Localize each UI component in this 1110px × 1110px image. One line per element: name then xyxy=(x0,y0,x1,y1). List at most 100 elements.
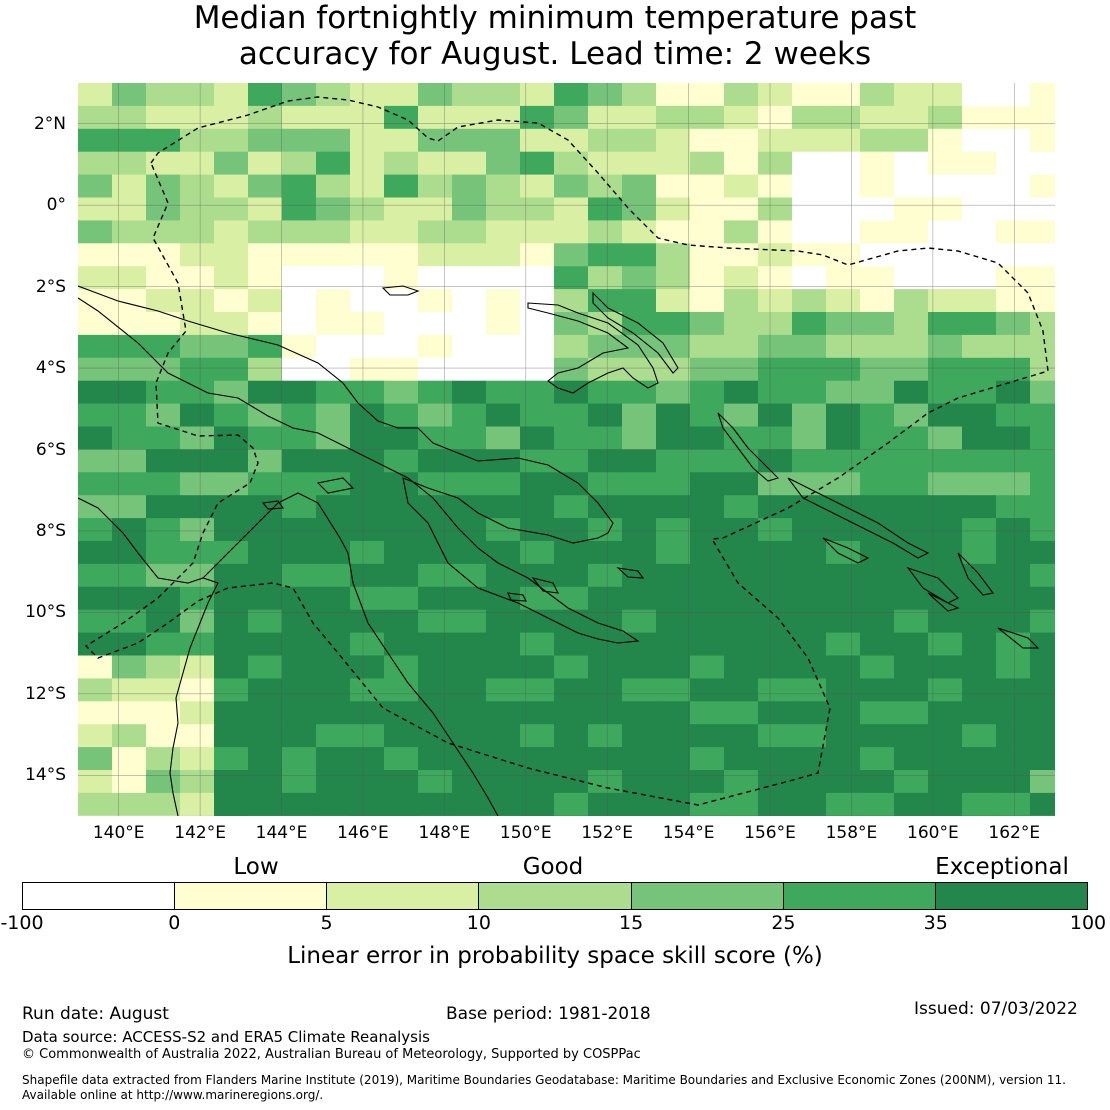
skill-cell xyxy=(78,174,113,199)
skill-cell xyxy=(146,495,181,519)
skill-cell xyxy=(758,426,793,450)
skill-cell xyxy=(588,357,623,382)
skill-cell xyxy=(690,266,725,290)
skill-cell xyxy=(520,449,555,473)
skill-cell xyxy=(690,243,725,267)
skill-cell xyxy=(928,83,963,107)
skill-cell xyxy=(690,289,725,313)
skill-cell xyxy=(1030,495,1055,519)
skill-cell xyxy=(486,426,521,450)
skill-cell xyxy=(214,334,249,359)
skill-cell xyxy=(180,174,215,199)
skill-cell xyxy=(418,220,453,244)
skill-cell xyxy=(214,655,249,679)
skill-cell xyxy=(826,792,861,816)
skill-cell xyxy=(690,357,725,382)
skill-cell xyxy=(486,220,521,244)
skill-cell xyxy=(282,472,317,496)
skill-cell xyxy=(146,403,181,428)
skill-cell xyxy=(418,792,453,816)
skill-cell xyxy=(520,655,555,679)
copyright: © Commonwealth of Australia 2022, Austra… xyxy=(22,1047,641,1062)
skill-cell xyxy=(860,105,895,130)
skill-cell xyxy=(928,266,963,290)
skill-cell xyxy=(316,151,351,176)
skill-cell xyxy=(894,724,929,748)
skill-cell xyxy=(724,541,759,565)
skill-cell xyxy=(894,128,929,153)
skill-cell xyxy=(316,128,351,153)
skill-cell xyxy=(214,792,249,816)
skill-cell xyxy=(826,632,861,657)
title-line-2: accuracy for August. Lead time: 2 weeks xyxy=(238,36,872,72)
skill-cell xyxy=(826,472,861,496)
skill-cell xyxy=(588,243,623,267)
skill-cell xyxy=(248,678,283,702)
skill-cell xyxy=(418,197,453,221)
skill-cell xyxy=(146,380,181,405)
skill-cell xyxy=(656,792,691,816)
skill-cell xyxy=(112,518,147,542)
skill-cell xyxy=(996,632,1031,657)
skill-cell xyxy=(554,105,589,130)
skill-cell xyxy=(860,83,895,107)
skill-cell xyxy=(826,724,861,748)
skill-cell xyxy=(350,289,385,313)
skill-cell xyxy=(724,197,759,221)
skill-cell xyxy=(826,747,861,771)
skill-cell xyxy=(112,289,147,313)
skill-cell xyxy=(588,380,623,405)
skill-cell xyxy=(996,426,1031,450)
skill-cell xyxy=(384,357,419,382)
skill-cell xyxy=(792,792,827,816)
skill-cell xyxy=(520,586,555,611)
skill-cell xyxy=(962,518,997,542)
skill-cell xyxy=(724,151,759,176)
skill-cell xyxy=(78,83,113,107)
skill-cell xyxy=(486,266,521,290)
colorbar-tick-label: 10 xyxy=(466,912,491,934)
skill-cell xyxy=(214,426,249,450)
skill-cell xyxy=(1030,151,1055,176)
skill-cell xyxy=(622,770,657,794)
skill-cell xyxy=(928,770,963,794)
skill-cell xyxy=(418,678,453,702)
skill-cell xyxy=(656,609,691,634)
skill-cell xyxy=(656,518,691,542)
skill-cell xyxy=(656,632,691,657)
skill-cell xyxy=(418,655,453,679)
skill-cell xyxy=(282,197,317,221)
skill-cell xyxy=(112,678,147,702)
skill-cell xyxy=(588,83,623,107)
skill-cell xyxy=(418,312,453,336)
skill-cell xyxy=(724,472,759,496)
skill-cell xyxy=(316,495,351,519)
skill-cell xyxy=(758,747,793,771)
skill-cell xyxy=(350,472,385,496)
colorbar-tick-label: -100 xyxy=(0,912,44,934)
skill-cell xyxy=(520,289,555,313)
skill-cell xyxy=(826,449,861,473)
skill-cell xyxy=(928,609,963,634)
skill-cell xyxy=(962,770,997,794)
skill-cell xyxy=(792,563,827,588)
skill-cell xyxy=(826,312,861,336)
skill-cell xyxy=(418,289,453,313)
skill-cell xyxy=(656,563,691,588)
skill-cell xyxy=(248,724,283,748)
skill-cell xyxy=(622,220,657,244)
skill-cell xyxy=(78,655,113,679)
skill-cell xyxy=(316,174,351,199)
skill-cell xyxy=(520,426,555,450)
skill-cell xyxy=(792,518,827,542)
skill-cell xyxy=(248,83,283,107)
skill-cell xyxy=(554,770,589,794)
skill-cell xyxy=(520,678,555,702)
skill-cell xyxy=(996,289,1031,313)
skill-cell xyxy=(588,220,623,244)
skill-cell xyxy=(112,380,147,405)
skill-cell xyxy=(860,151,895,176)
y-tick-label: 0° xyxy=(46,195,66,216)
skill-cell xyxy=(146,83,181,107)
skill-cell xyxy=(724,701,759,725)
